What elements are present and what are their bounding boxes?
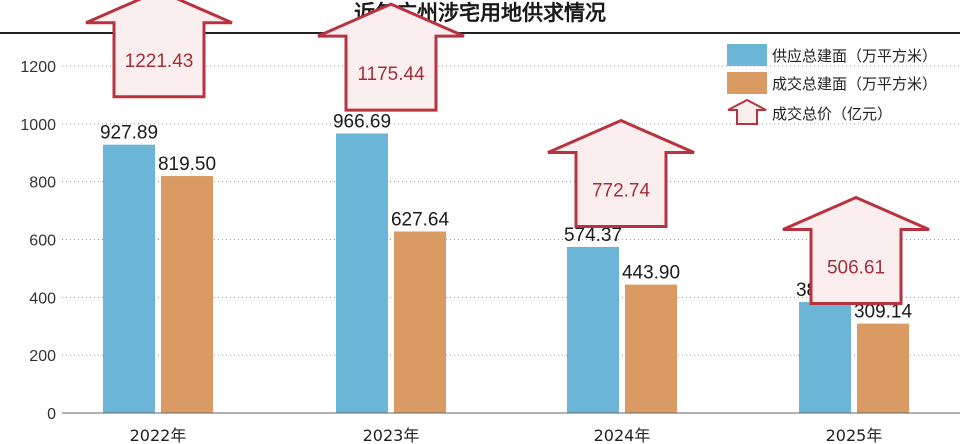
y-tick-label: 1200: [20, 59, 56, 76]
bar: [336, 133, 388, 414]
legend-label: 供应总建面（万平方米）: [772, 47, 937, 65]
legend-label: 成交总建面（万平方米）: [772, 75, 937, 93]
legend-swatch: [727, 72, 767, 94]
bar-value-labels: 927.89966.69574.37383.55819.50627.64443.…: [100, 111, 913, 322]
price-markers: 1221.43 1175.44 772.74 506.61: [85, 0, 930, 306]
y-tick-label: 200: [29, 348, 56, 365]
x-category-label: 2025年: [826, 426, 883, 444]
bar-value-label: 443.90: [622, 263, 680, 284]
x-category-label: 2023年: [363, 426, 420, 444]
bars: [103, 133, 909, 414]
y-axis-ticks: 0 200 400 600 800 1000 1200: [20, 59, 56, 423]
x-axis-categories: 2022年 2023年 2024年 2025年: [130, 426, 883, 444]
legend: 供应总建面（万平方米） 成交总建面（万平方米） 成交总价（亿元）: [727, 44, 937, 125]
x-category-label: 2024年: [594, 426, 651, 444]
bar: [799, 302, 851, 413]
y-tick-label: 600: [29, 233, 56, 250]
x-category-label: 2022年: [130, 426, 187, 444]
price-value-label: 1175.44: [357, 64, 425, 85]
y-tick-label: 0: [47, 406, 56, 423]
bar-value-label: 819.50: [158, 154, 216, 175]
legend-house-icon: [727, 98, 767, 125]
bar: [857, 323, 909, 413]
bar-value-label: 574.37: [564, 225, 622, 246]
bar: [394, 231, 446, 413]
price-value-label: 1221.43: [125, 51, 194, 72]
price-value-label: 772.74: [592, 181, 651, 202]
legend-label: 成交总价（亿元）: [772, 105, 892, 123]
bar: [103, 144, 155, 414]
price-house-marker: [85, 0, 233, 99]
bar-value-label: 927.89: [100, 123, 158, 144]
bar-value-label: 627.64: [391, 210, 450, 231]
bar: [161, 176, 213, 413]
price-value-label: 506.61: [827, 258, 885, 279]
y-tick-label: 1000: [20, 117, 56, 134]
bar: [625, 284, 677, 413]
price-house-marker: [547, 118, 695, 229]
bar-value-label: 309.14: [854, 302, 913, 323]
y-tick-label: 400: [29, 290, 56, 307]
bar-value-label: 966.69: [333, 111, 391, 132]
legend-swatch: [727, 44, 767, 66]
bar: [567, 246, 619, 413]
price-house-marker: [782, 195, 930, 306]
y-tick-label: 800: [29, 175, 56, 192]
price-house-marker: [317, 2, 465, 112]
